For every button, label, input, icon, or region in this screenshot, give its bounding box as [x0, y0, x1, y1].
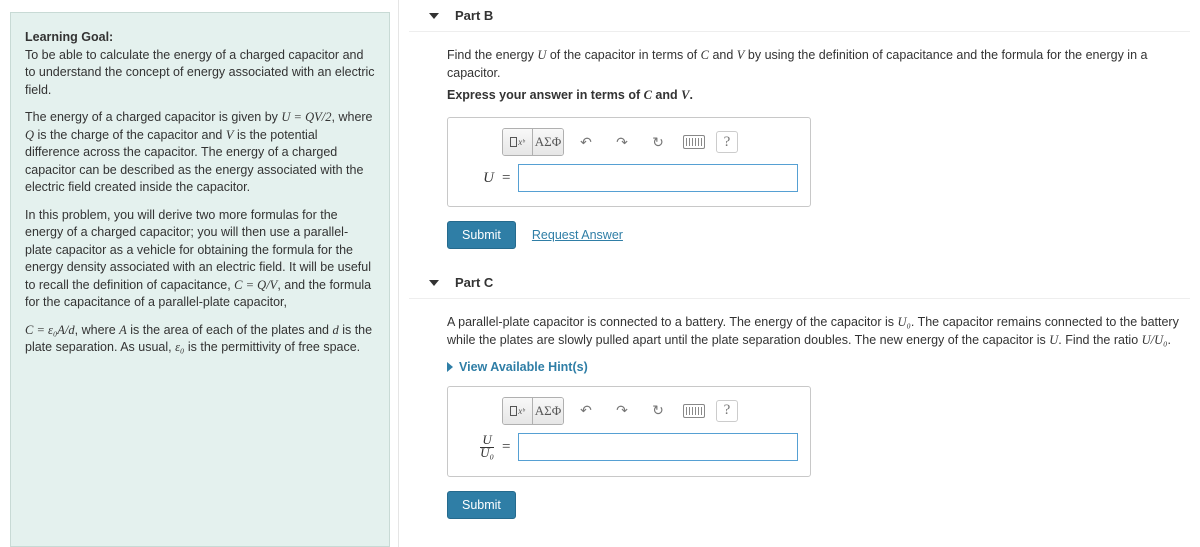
- part-c-answer-input[interactable]: [518, 433, 798, 461]
- part-b-lhs: U: [460, 170, 494, 187]
- caret-right-icon: [447, 362, 453, 372]
- undo-button[interactable]: ↶: [572, 398, 600, 424]
- equals-sign: =: [502, 439, 510, 456]
- part-b-title: Part B: [455, 8, 493, 23]
- part-c-answer-box: xᵇ ΑΣΦ ↶ ↷ ↻ ? UU₀ =: [447, 386, 811, 478]
- collapse-caret-icon[interactable]: [429, 13, 439, 19]
- part-b-submit-button[interactable]: Submit: [447, 221, 516, 249]
- help-button[interactable]: ?: [716, 131, 738, 153]
- format-group: xᵇ ΑΣΦ: [502, 128, 564, 156]
- equals-sign: =: [502, 170, 510, 187]
- reset-button[interactable]: ↻: [644, 129, 672, 155]
- part-b-prompt: Find the energy U of the capacitor in te…: [447, 46, 1180, 82]
- redo-button[interactable]: ↷: [608, 398, 636, 424]
- part-b-answer-input[interactable]: [518, 164, 798, 192]
- collapse-caret-icon[interactable]: [429, 280, 439, 286]
- capacitance-formula-paragraph: C = ε₀A/d, where A is the area of each o…: [25, 322, 375, 357]
- part-b-answer-box: xᵇ ΑΣΦ ↶ ↷ ↻ ? U =: [447, 117, 811, 207]
- part-c-header[interactable]: Part C: [409, 267, 1190, 299]
- reset-button[interactable]: ↻: [644, 398, 672, 424]
- part-b-toolbar: xᵇ ΑΣΦ ↶ ↷ ↻ ?: [502, 128, 798, 156]
- part-c-submit-button[interactable]: Submit: [447, 491, 516, 519]
- part-c-toolbar: xᵇ ΑΣΦ ↶ ↷ ↻ ?: [502, 397, 798, 425]
- part-b-body: Find the energy U of the capacitor in te…: [409, 32, 1190, 267]
- keyboard-icon: [683, 135, 705, 149]
- part-c-body: A parallel-plate capacitor is connected …: [409, 299, 1190, 537]
- view-hints-link[interactable]: View Available Hint(s): [447, 360, 1180, 374]
- part-b-instruction: Express your answer in terms of C and V.: [447, 88, 1180, 103]
- templates-button[interactable]: xᵇ: [503, 129, 533, 155]
- part-b-header[interactable]: Part B: [409, 0, 1190, 32]
- greek-button[interactable]: ΑΣΦ: [533, 129, 563, 155]
- request-answer-link[interactable]: Request Answer: [532, 228, 623, 242]
- hint-label: View Available Hint(s): [459, 360, 588, 374]
- goal-paragraph: Learning Goal: To be able to calculate t…: [25, 29, 375, 99]
- learning-goal-panel: Learning Goal: To be able to calculate t…: [10, 12, 390, 547]
- part-c-submit-row: Submit: [447, 491, 1180, 519]
- part-c-input-row: UU₀ =: [460, 433, 798, 463]
- part-c-lhs: UU₀: [460, 433, 494, 463]
- help-button[interactable]: ?: [716, 400, 738, 422]
- goal-text: To be able to calculate the energy of a …: [25, 48, 375, 97]
- keyboard-icon: [683, 404, 705, 418]
- keyboard-button[interactable]: [680, 129, 708, 155]
- part-b-input-row: U =: [460, 164, 798, 192]
- energy-formula-paragraph: The energy of a charged capacitor is giv…: [25, 109, 375, 197]
- redo-button[interactable]: ↷: [608, 129, 636, 155]
- part-b-submit-row: Submit Request Answer: [447, 221, 1180, 249]
- part-c-title: Part C: [455, 275, 493, 290]
- templates-button[interactable]: xᵇ: [503, 398, 533, 424]
- goal-label: Learning Goal:: [25, 30, 113, 44]
- problem-description-paragraph: In this problem, you will derive two mor…: [25, 207, 375, 312]
- undo-button[interactable]: ↶: [572, 129, 600, 155]
- right-panel: Part B Find the energy U of the capacito…: [398, 0, 1200, 547]
- part-c-prompt: A parallel-plate capacitor is connected …: [447, 313, 1180, 349]
- keyboard-button[interactable]: [680, 398, 708, 424]
- format-group: xᵇ ΑΣΦ: [502, 397, 564, 425]
- greek-button[interactable]: ΑΣΦ: [533, 398, 563, 424]
